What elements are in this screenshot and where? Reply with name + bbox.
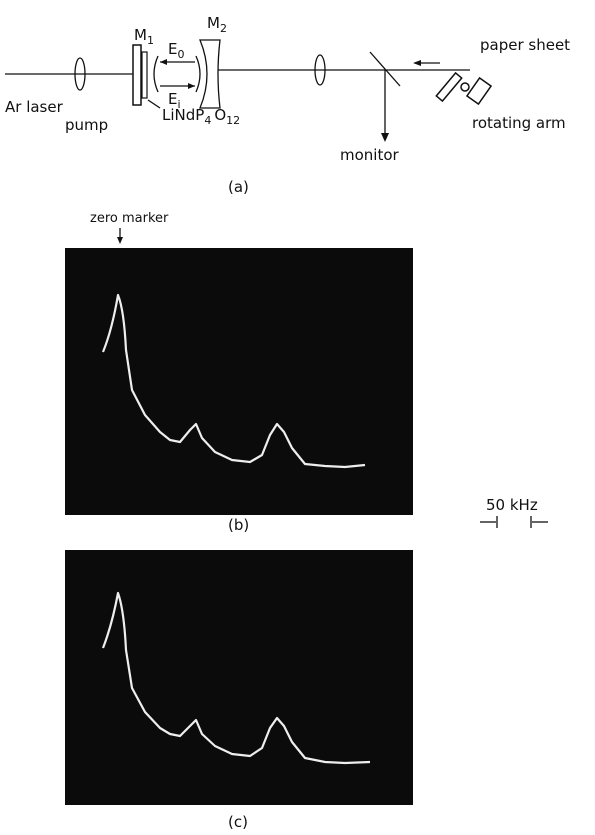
label-m2: M2 [207, 14, 227, 35]
subscript: 2 [220, 22, 227, 35]
paper-sheet-label: paper sheet [480, 36, 570, 54]
label: M [207, 14, 220, 32]
pointer [148, 100, 160, 108]
label: E [168, 40, 177, 58]
rotating-arm-label: rotating arm [472, 114, 566, 132]
caption-b: (b) [228, 516, 249, 534]
caption-c: (c) [228, 813, 248, 831]
subscript: 1 [147, 34, 154, 47]
arrowhead [160, 59, 167, 65]
scope-panel-c [65, 550, 413, 805]
label-m1: M1 [134, 26, 154, 47]
pump-label: pump [65, 116, 108, 134]
zero-marker-label: zero marker [90, 211, 169, 226]
cavity-mode [154, 56, 158, 92]
subscript: 0 [177, 48, 184, 61]
paper-sheet [436, 73, 461, 101]
mirror-m2 [200, 40, 220, 108]
arrowhead [413, 60, 421, 66]
body: M1 M2 E0 Ei Ar laser pump LiNdP4O12 pape… [0, 0, 595, 835]
figure: M1 M2 E0 Ei Ar laser pump LiNdP4O12 pape… [0, 0, 595, 835]
label: LiNdP [162, 106, 204, 124]
caption-a: (a) [228, 178, 249, 196]
pivot [461, 83, 469, 91]
monitor-label: monitor [340, 146, 400, 164]
crystal [142, 52, 147, 98]
label-e0: E0 [168, 40, 184, 61]
scope-panel-b [65, 248, 413, 515]
page: {"figure": { "setup": { "mirror_1": {"ma… [0, 0, 595, 835]
pump-label: Ar laser [5, 98, 64, 116]
subscript: 4 [204, 114, 211, 127]
scale-label: 50 kHz [486, 496, 538, 514]
arrowhead [381, 133, 389, 142]
rotating-arm [467, 78, 491, 104]
subscript: 12 [226, 114, 240, 127]
arrowhead [188, 83, 195, 89]
arrowhead [117, 237, 123, 244]
label: M [134, 26, 147, 44]
mirror-m1 [133, 45, 141, 105]
label: O [214, 106, 226, 124]
cavity-mode [196, 56, 200, 92]
